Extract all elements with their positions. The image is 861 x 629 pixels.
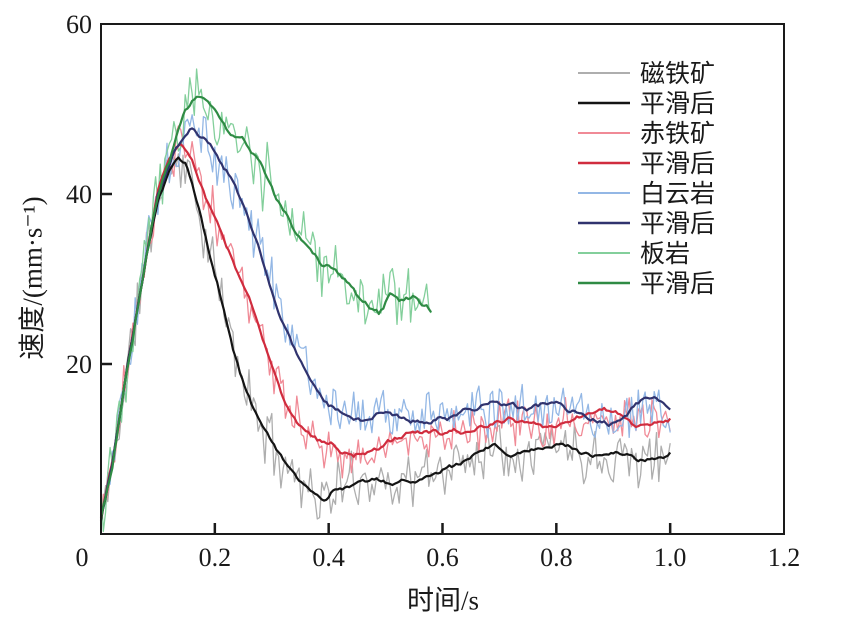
raw-curve-hematite: [100, 125, 671, 528]
legend-label-slate-raw: 板岩: [640, 240, 690, 268]
y-tick-label-40: 40: [66, 180, 92, 209]
legend-label-hematite-smoothed: 平滑后: [640, 150, 715, 178]
y-tick-label-60: 60: [66, 10, 92, 39]
raw-curve-magnetite: [100, 153, 671, 520]
x-tick-label-0: 0: [76, 543, 89, 572]
smoothed-curve-dolomite: [99, 127, 671, 516]
raw-curve-slate: [100, 68, 432, 533]
plot-frame: [100, 23, 785, 535]
x-tick-label-1.2: 1.2: [768, 543, 801, 572]
x-tick-label-1.0: 1.0: [654, 543, 687, 572]
x-tick-label-0.6: 0.6: [426, 543, 459, 572]
legend-label-hematite-raw: 赤铁矿: [640, 120, 715, 148]
smoothed-curve-hematite: [99, 143, 672, 518]
smoothed-curve-magnetite: [99, 156, 672, 521]
y-axis-title: 速度/(mm·s⁻¹): [17, 196, 48, 360]
legend-label-slate-smoothed: 平滑后: [640, 270, 715, 298]
x-tick-label-0.2: 0.2: [199, 543, 232, 572]
x-axis-title: 时间/s: [406, 585, 480, 616]
x-tick-label-0.4: 0.4: [312, 543, 345, 572]
legend-label-dolomite-raw: 白云岩: [640, 180, 715, 208]
smoothed-curve-slate: [99, 95, 432, 518]
legend-label-magnetite-raw: 磁铁矿: [640, 60, 715, 88]
y-tick-label-20: 20: [66, 350, 92, 379]
legend-label-magnetite-smoothed: 平滑后: [640, 90, 715, 118]
x-tick-label-0.8: 0.8: [540, 543, 573, 572]
legend-label-dolomite-smoothed: 平滑后: [640, 210, 715, 238]
